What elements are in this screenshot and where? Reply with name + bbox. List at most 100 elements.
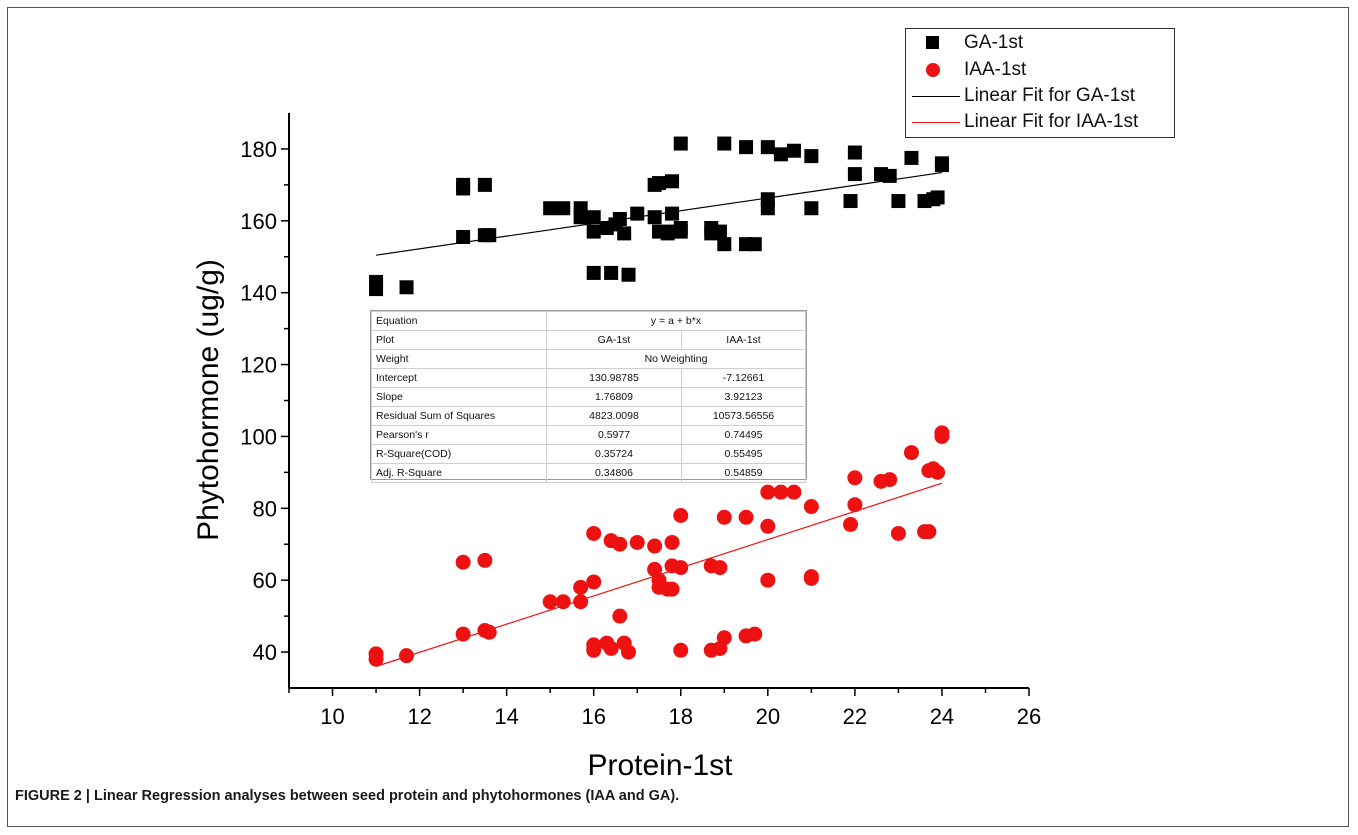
ga-point (586, 265, 601, 280)
ga-value: 1.76809 (546, 387, 682, 407)
ga-point (934, 156, 949, 171)
y-tick-label: 160 (240, 209, 277, 234)
ga-point (543, 201, 558, 216)
iaa-value: 3.92123 (681, 387, 806, 407)
legend-label: GA-1st (964, 32, 1024, 53)
y-tick-label: 80 (253, 496, 277, 521)
row-label: Intercept (371, 368, 547, 388)
ga-point (930, 190, 945, 205)
circle-marker-icon (926, 63, 940, 77)
table-row-weight: Weight No Weighting (371, 349, 806, 369)
ga-point (665, 174, 680, 189)
iaa-point (738, 509, 754, 525)
iaa-point (647, 538, 663, 554)
ga-point (617, 226, 632, 241)
iaa-point (573, 579, 589, 595)
x-tick-label: 22 (843, 704, 867, 729)
iaa-point (803, 570, 819, 586)
iaa-point (673, 508, 689, 523)
iaa-point (455, 554, 471, 570)
ga-point (804, 201, 819, 216)
iaa-value: 0.55495 (681, 444, 806, 464)
ga-value: 0.35724 (546, 444, 682, 464)
table-row: Pearson's r 0.5977 0.74495 (371, 425, 806, 445)
ga-point (612, 212, 627, 227)
iaa-value: -7.12661 (681, 368, 806, 388)
iaa-value: 10573.56556 (681, 406, 806, 426)
iaa-point (664, 534, 680, 550)
iaa-point (629, 534, 645, 550)
ga-point (399, 280, 414, 295)
iaa-point (747, 626, 763, 642)
iaa-point (542, 594, 558, 610)
ga-point (586, 224, 601, 239)
iaa-point (760, 484, 776, 500)
iaa-point (612, 536, 628, 552)
regression-stats-table: Equation y = a + b*x Plot GA-1st IAA-1st… (370, 310, 807, 483)
iaa-point (716, 509, 732, 525)
ga-point (786, 143, 801, 158)
iaa-point (612, 608, 628, 624)
ga-point (804, 149, 819, 164)
iaa-point (760, 518, 776, 534)
ga-point (630, 206, 645, 221)
ga-value: 4823.0098 (546, 406, 682, 426)
ga-point (652, 176, 666, 191)
y-axis-label: Phytohormone (ug/g) (192, 259, 225, 541)
ga-point (456, 229, 471, 244)
ga-point (843, 194, 858, 209)
iaa-point (399, 648, 415, 664)
ga-point (647, 210, 662, 225)
ga-point (847, 167, 862, 182)
ga-value: 0.34806 (546, 463, 682, 483)
iaa-point (716, 630, 732, 646)
x-tick-label: 14 (494, 704, 518, 729)
ga-point (747, 237, 762, 252)
y-tick-label: 140 (240, 281, 277, 306)
weight-value: No Weighting (546, 349, 806, 369)
ga-point (604, 265, 619, 280)
iaa-point (847, 470, 863, 486)
x-tick-label: 16 (581, 704, 605, 729)
x-tick-label: 24 (930, 704, 954, 729)
ga-point (717, 237, 732, 252)
figure-caption: FIGURE 2 | Linear Regression analyses be… (15, 788, 680, 804)
iaa-point (455, 626, 471, 642)
y-tick-label: 100 (240, 424, 277, 449)
weight-label: Weight (371, 349, 547, 369)
iaa-point (890, 525, 906, 541)
iaa-point (803, 499, 819, 515)
x-tick-label: 18 (669, 704, 693, 729)
table-row: Adj. R-Square 0.34806 0.54859 (371, 463, 806, 483)
y-tick-label: 60 (253, 568, 277, 593)
equation-value: y = a + b*x (546, 311, 806, 331)
x-tick-label: 12 (407, 704, 431, 729)
data-points (368, 136, 950, 667)
chart-legend: GA-1st IAA-1st Linear Fit for GA-1st Lin… (905, 28, 1175, 138)
ga-point (573, 210, 588, 225)
iaa-point (664, 581, 680, 597)
iaa-point (843, 516, 859, 532)
ga-point (482, 228, 497, 243)
row-label: Slope (371, 387, 547, 407)
axes: 10 12 14 16 18 20 22 24 26 40 60 80 100 120 140 160 180 (240, 113, 1041, 729)
iaa-point (586, 525, 602, 541)
x-tick-label: 10 (320, 704, 344, 729)
ga-point (556, 201, 571, 216)
iaa-point (847, 497, 863, 513)
iaa-value: 0.54859 (681, 463, 806, 483)
ga-point (882, 168, 897, 183)
iaa-point (760, 572, 776, 588)
x-tick-label: 26 (1017, 704, 1041, 729)
ga-point (477, 177, 492, 192)
iaa-point (882, 472, 898, 488)
ga-point (665, 206, 680, 221)
ga-point (456, 181, 471, 196)
iaa-point (477, 552, 493, 568)
ga-point (847, 145, 862, 160)
iaa-point (586, 642, 602, 658)
table-row-equation: Equation y = a + b*x (371, 311, 806, 331)
black-line-icon (912, 96, 960, 97)
ga-point (773, 147, 788, 162)
